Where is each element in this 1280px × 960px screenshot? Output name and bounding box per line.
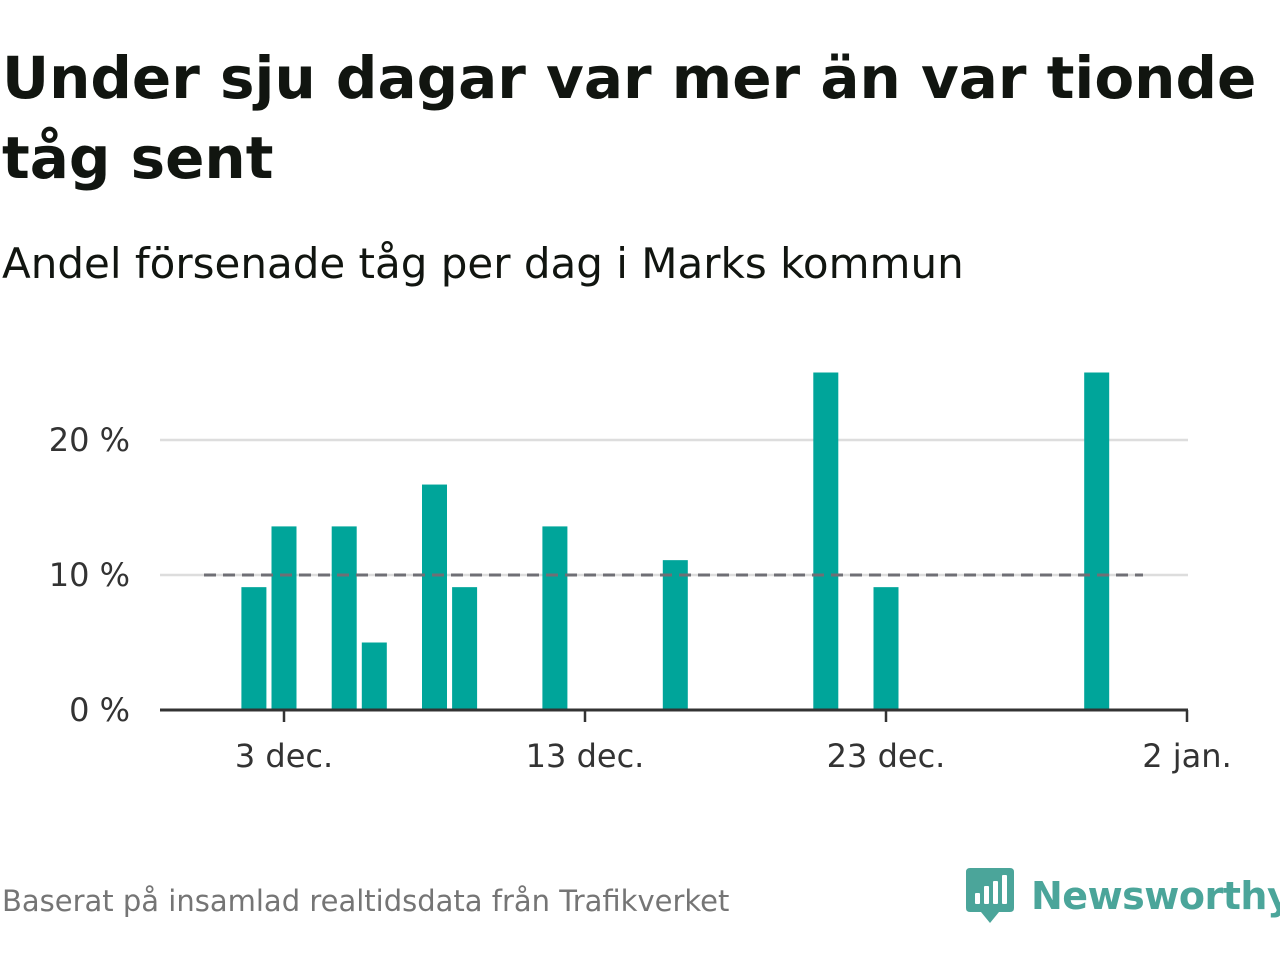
bar: [361, 642, 387, 710]
bar: [422, 484, 447, 710]
x-tick-label: 13 dec.: [526, 737, 645, 775]
bar: [271, 526, 297, 710]
bar: [331, 526, 357, 710]
chart-subtitle: Andel försenade tåg per dag i Marks komm…: [2, 239, 964, 288]
x-tick-label: 2 jan.: [1142, 737, 1231, 775]
y-tick-label: 10 %: [49, 556, 130, 594]
bar: [542, 526, 568, 710]
newsworthy-logo-icon: [966, 868, 1014, 923]
bar: [813, 372, 839, 710]
newsworthy-logo-text: Newsworthy: [1031, 874, 1280, 918]
x-axis: [160, 708, 1189, 722]
y-tick-label: 20 %: [49, 421, 130, 459]
x-axis-labels: 3 dec. 13 dec. 23 dec. 2 jan.: [235, 737, 1232, 775]
source-note: Baserat på insamlad realtidsdata från Tr…: [2, 884, 730, 918]
bar: [662, 560, 688, 710]
gridlines: [160, 438, 1188, 577]
chart-title: Under sju dagar var mer än var tionde tå…: [2, 44, 1257, 192]
bar: [452, 587, 478, 710]
x-tick-label: 3 dec.: [235, 737, 333, 775]
y-tick-label: 0 %: [69, 691, 130, 729]
bars: [241, 372, 1110, 710]
x-tick-label: 23 dec.: [827, 737, 946, 775]
bar: [241, 587, 267, 710]
bar: [1084, 372, 1110, 710]
bar-chart: 0 % 10 % 20 % 3 dec. 13 dec. 23 dec. 2 jan.: [49, 372, 1232, 775]
y-axis-labels: 0 % 10 % 20 %: [49, 421, 130, 729]
newsworthy-logo: Newsworthy: [965, 866, 1280, 926]
bar: [873, 587, 899, 710]
